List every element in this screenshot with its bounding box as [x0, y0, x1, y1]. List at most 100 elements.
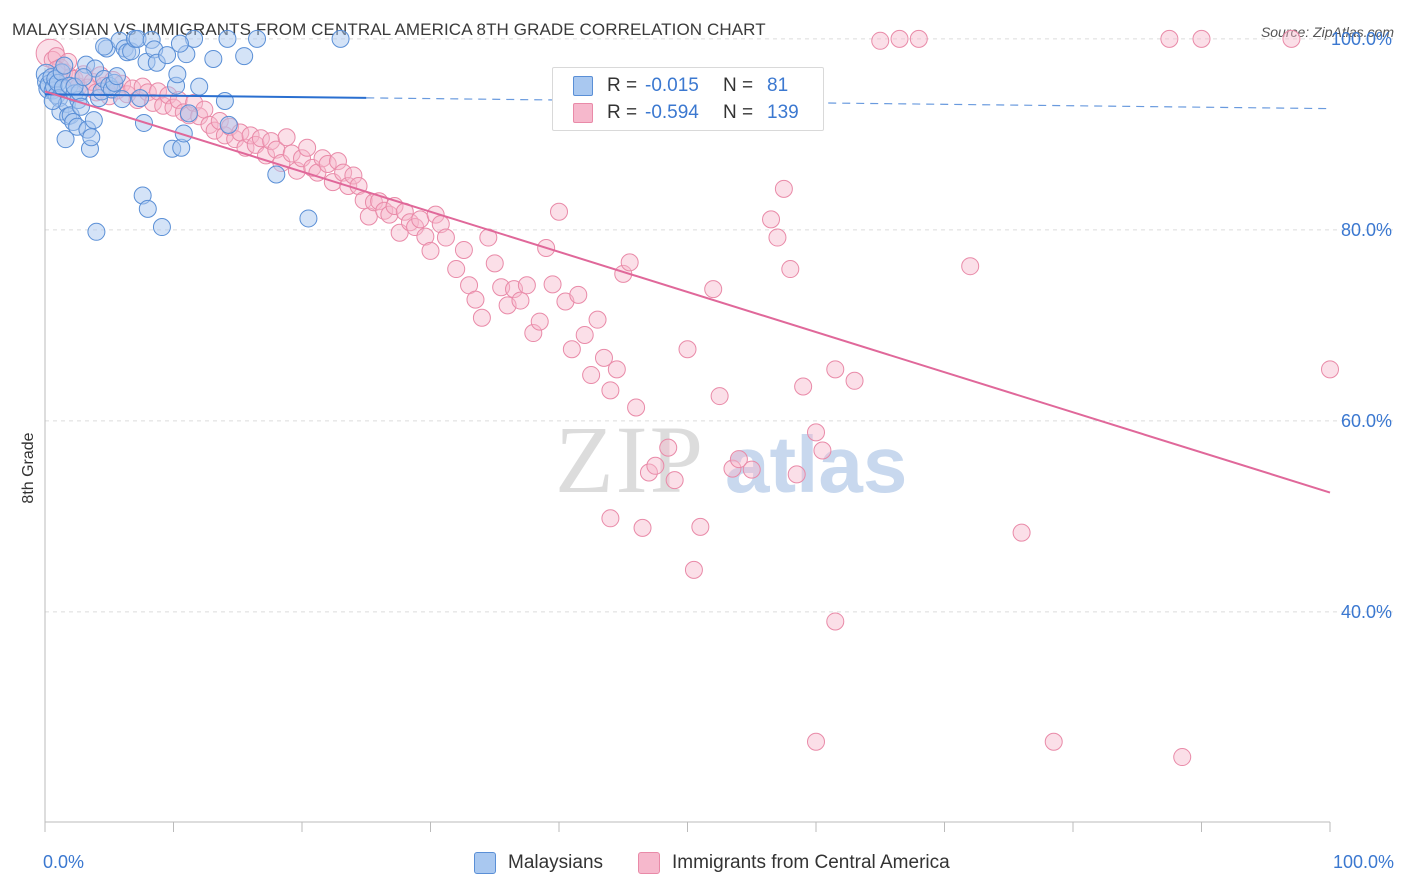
tick-labels: 40.0% 60.0% 80.0% 100.0% 0.0% 100.0%: [43, 29, 1394, 872]
legend-r-value: -0.015: [645, 75, 699, 96]
data-point-central-america: [511, 291, 530, 310]
data-point-central-america: [195, 100, 214, 119]
data-point-malaysians: [55, 56, 74, 75]
data-point-central-america: [601, 381, 620, 400]
data-point-central-america: [607, 360, 626, 379]
legend-row-central-america: R = -0.594 N = 139: [573, 100, 799, 126]
data-point-central-america: [691, 517, 710, 536]
data-point-malaysians: [84, 111, 103, 130]
y-tick-label: 60.0%: [1341, 411, 1392, 431]
data-point-central-america: [684, 560, 703, 579]
legend-r-label: R =: [607, 75, 638, 96]
data-point-central-america: [826, 612, 845, 631]
data-point-malaysians: [168, 65, 187, 84]
data-point-central-america: [421, 241, 440, 260]
data-point-central-america: [454, 240, 473, 259]
legend-r-label: R =: [607, 102, 638, 123]
data-point-central-america: [328, 152, 347, 171]
data-point-central-america: [909, 29, 928, 48]
data-point-malaysians: [174, 124, 193, 143]
y-tick-label: 100.0%: [1331, 29, 1392, 49]
data-point-central-america: [1173, 748, 1192, 767]
data-point-malaysians: [107, 67, 126, 86]
data-point-central-america: [704, 280, 723, 299]
data-point-malaysians: [152, 218, 171, 237]
data-point-central-america: [678, 340, 697, 359]
watermark-zip: ZIP: [555, 406, 705, 513]
data-point-malaysians: [190, 77, 209, 96]
legend-label-malaysians: Malaysians: [508, 852, 604, 873]
data-point-central-america: [1192, 29, 1211, 48]
data-point-central-america: [436, 228, 455, 247]
data-point-malaysians: [170, 34, 189, 53]
data-point-central-america: [826, 360, 845, 379]
data-point-central-america: [1044, 732, 1063, 751]
data-point-malaysians: [215, 91, 234, 110]
data-point-central-america: [267, 140, 286, 159]
data-point-central-america: [620, 253, 639, 272]
data-point-central-america: [447, 260, 466, 279]
legend-item-malaysians[interactable]: Malaysians: [474, 852, 603, 874]
data-point-central-america: [601, 509, 620, 528]
x-tick-label: 100.0%: [1333, 852, 1394, 872]
data-point-central-america: [594, 348, 613, 367]
legend-swatch-central-america: [638, 852, 660, 874]
legend-swatch-malaysians: [474, 852, 496, 874]
data-point-central-america: [961, 257, 980, 276]
data-point-central-america: [262, 132, 281, 151]
data-point-central-america: [762, 210, 781, 229]
data-point-central-america: [313, 149, 332, 168]
legend-n-label: N =: [723, 102, 754, 123]
data-point-central-america: [466, 290, 485, 309]
data-point-central-america: [582, 366, 601, 385]
data-point-central-america: [543, 275, 562, 294]
data-point-malaysians: [131, 89, 150, 108]
source-label: Source: ZipAtlas.com: [1260, 24, 1394, 40]
data-point-central-america: [380, 205, 399, 224]
data-point-central-america: [633, 518, 652, 537]
data-point-central-america: [1160, 29, 1179, 48]
trend-line-central-america: [44, 90, 1331, 494]
data-point-central-america: [807, 732, 825, 751]
data-point-malaysians: [179, 104, 198, 123]
data-point-central-america: [485, 254, 504, 273]
data-point-central-america: [426, 205, 445, 224]
blue-points: [35, 29, 350, 241]
trend-line-malaysians-extrapolated: [366, 97, 1331, 110]
axes: [44, 68, 1331, 832]
grid-lines: [45, 38, 1395, 613]
data-point-central-america: [1012, 523, 1031, 542]
data-point-central-america: [562, 340, 581, 359]
data-point-malaysians: [113, 90, 132, 109]
data-point-central-america: [241, 126, 260, 145]
data-point-malaysians: [204, 49, 223, 68]
data-point-central-america: [807, 423, 825, 442]
data-point-central-america: [794, 377, 813, 396]
data-point-central-america: [1321, 360, 1339, 379]
data-point-central-america: [472, 308, 491, 327]
data-point-central-america: [318, 155, 337, 174]
legend-r-value: -0.594: [645, 102, 699, 123]
data-point-malaysians: [248, 29, 267, 48]
data-point-central-america: [774, 179, 793, 198]
data-point-central-america: [665, 471, 684, 490]
legend-n-value: 81: [767, 75, 789, 96]
data-point-malaysians: [267, 165, 286, 184]
data-point-central-america: [627, 398, 646, 417]
data-point-central-america: [298, 138, 317, 157]
legend-n-label: N =: [723, 75, 754, 96]
data-point-central-america: [871, 31, 890, 50]
trend-lines: [44, 90, 1331, 494]
data-point-central-america: [639, 463, 658, 482]
legend-n-value: 139: [767, 102, 799, 123]
legend-item-central-america[interactable]: Immigrants from Central America: [638, 852, 950, 874]
data-point-central-america: [890, 29, 909, 48]
data-point-central-america: [517, 276, 536, 295]
legend-swatch-blue: [573, 76, 593, 96]
data-point-central-america: [344, 166, 363, 185]
data-point-central-america: [1282, 29, 1301, 48]
correlation-legend: R = -0.015 N = 81 R = -0.594 N = 139: [552, 67, 824, 131]
data-point-malaysians: [95, 37, 114, 56]
data-point-central-america: [646, 456, 665, 475]
data-point-central-america: [200, 115, 219, 134]
